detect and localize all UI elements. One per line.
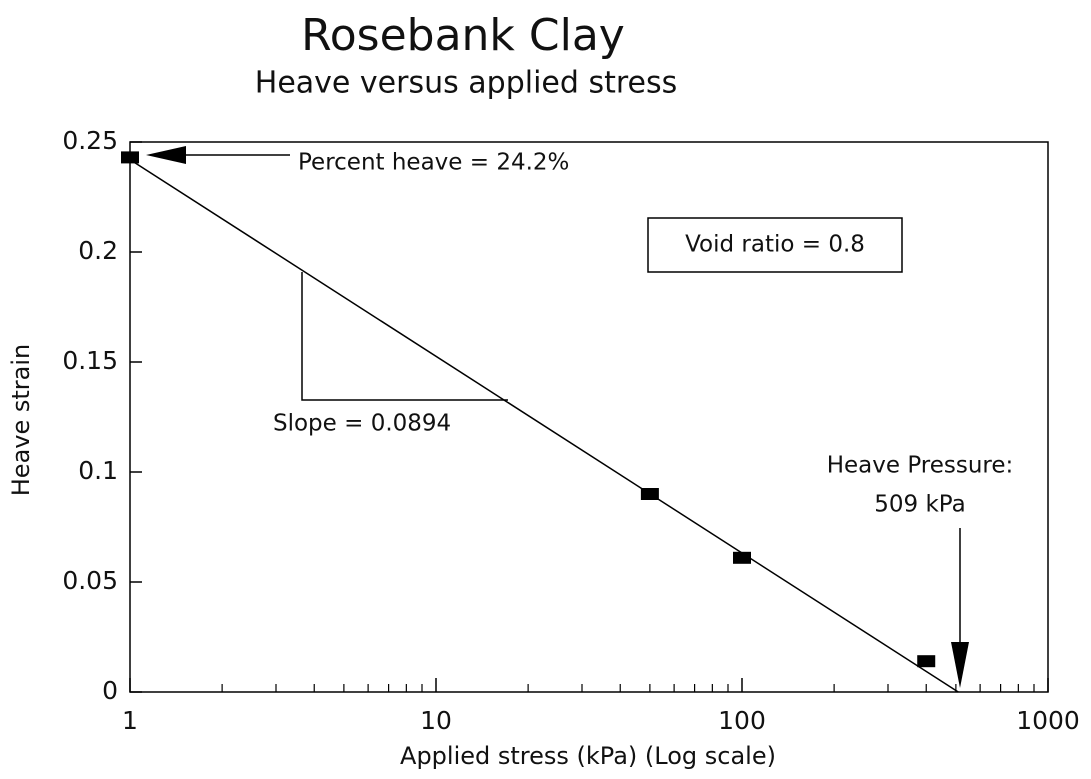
x-tick-label: 1: [122, 706, 138, 735]
y-tick-label: 0.1: [78, 456, 118, 485]
y-tick-label: 0.25: [62, 126, 118, 155]
slope-triangle: [301, 272, 508, 401]
x-tick-label: 1000: [1016, 706, 1080, 735]
x-tick-label: 10: [420, 706, 452, 735]
y-tick-label: 0: [102, 676, 118, 705]
annotation: Void ratio = 0.8: [685, 232, 865, 258]
y-tick-label: 0.15: [62, 346, 118, 375]
annotation: 509 kPa: [874, 492, 965, 518]
data-point: [640, 488, 659, 500]
annotation: Slope = 0.0894: [273, 411, 451, 437]
data-point: [733, 551, 751, 564]
arrow-head: [951, 642, 969, 688]
annotation: Percent heave = 24.2%: [298, 150, 569, 176]
data-point: [121, 151, 139, 164]
plot-frame: [129, 141, 1049, 693]
chart-title: Rosebank Clay: [301, 10, 625, 61]
x-tick-label: 100: [718, 706, 766, 735]
data-point: [917, 655, 936, 668]
arrow-head: [146, 146, 186, 164]
y-tick-label: 0.05: [62, 566, 118, 595]
y-axis-label: Heave strain: [7, 344, 35, 496]
x-axis-label: Applied stress (kPa) (Log scale): [400, 742, 776, 770]
annotation-box: [647, 217, 903, 273]
y-tick-label: 0.2: [78, 236, 118, 265]
fit-line: [129, 158, 959, 693]
chart-subtitle: Heave versus applied stress: [255, 66, 677, 101]
annotation: Heave Pressure:: [827, 453, 1014, 479]
